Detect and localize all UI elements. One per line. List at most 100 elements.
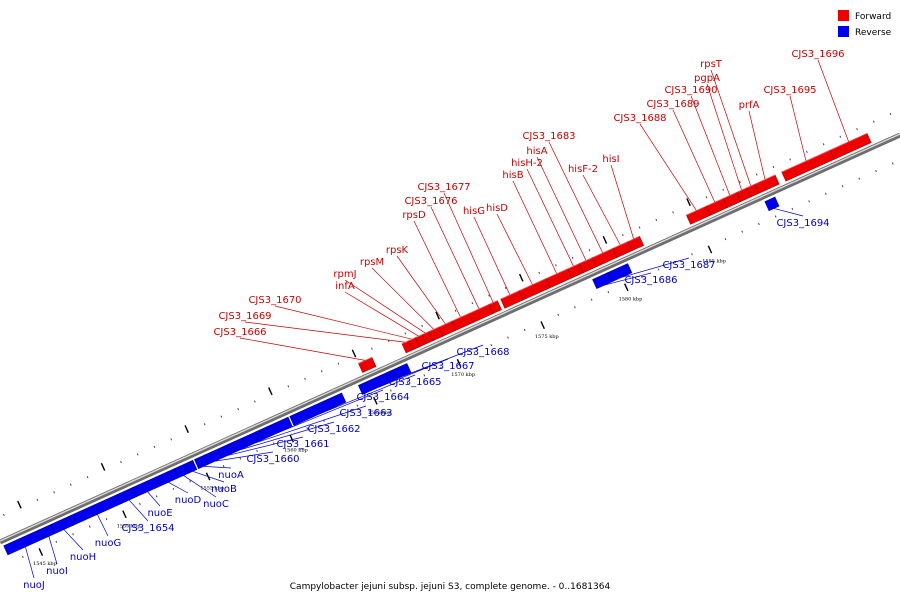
- major-tick-lower: [540, 321, 545, 330]
- minor-tick: [655, 218, 658, 222]
- minor-tick: [872, 120, 875, 123]
- label-nuoj: nuoJ: [23, 580, 45, 591]
- label-cjs3-1696: CJS3_1696: [791, 49, 844, 60]
- gene-cjs3-1665[interactable]: [289, 392, 347, 426]
- label-nuoi: nuoI: [46, 566, 68, 577]
- tick-label: 1565 kbp: [368, 410, 392, 416]
- legend-label-forward: Forward: [855, 12, 891, 22]
- leader-cjs3-1666: [239, 337, 366, 361]
- label-prfa: prfA: [739, 100, 760, 111]
- major-tick-upper: [518, 273, 524, 282]
- label-rpsm: rpsM: [360, 257, 384, 268]
- gene-highlight: [452, 313, 470, 322]
- major-tick-upper: [184, 425, 189, 433]
- tick-label: 1580 kbp: [619, 296, 643, 302]
- leader-hisb: [512, 180, 558, 274]
- label-cjs3-1662: CJS3_1662: [307, 424, 360, 435]
- minor-tick: [421, 324, 423, 327]
- leader-cjs3-1686: [604, 272, 652, 286]
- gene-cjs3-1694[interactable]: [764, 196, 780, 212]
- label-cjs3-1694: CJS3_1694: [776, 218, 829, 229]
- label-hisi: hisI: [602, 154, 619, 165]
- label-cjs3-1660: CJS3_1660: [246, 454, 299, 465]
- gene-highlight: [428, 326, 439, 333]
- gene-cjs3-1687[interactable]: [607, 263, 633, 283]
- label-cjs3-1688: CJS3_1688: [613, 113, 666, 124]
- gene-highlight: [567, 263, 580, 270]
- gene-highlight: [706, 198, 724, 207]
- minor-tick: [621, 233, 624, 237]
- genome-backbone: [0, 132, 900, 545]
- gene-cjs3-1677[interactable]: [488, 300, 502, 314]
- leader-cjs3-1676: [430, 206, 480, 310]
- gene-highlight: [518, 278, 547, 292]
- backbone-shadow: [0, 132, 900, 545]
- label-nuob: nuoB: [211, 484, 237, 495]
- minor-tick: [253, 400, 256, 403]
- major-tick-lower: [289, 434, 295, 443]
- minor-tick: [454, 309, 457, 312]
- gene-cjs3-1666[interactable]: [358, 356, 377, 373]
- leader-cjs3-1660: [215, 451, 274, 462]
- label-hisf-2: hisF-2: [568, 164, 598, 175]
- major-tick-lower: [38, 548, 44, 557]
- label-nuoc: nuoC: [203, 499, 229, 510]
- minor-tick: [523, 328, 526, 332]
- gene-highlight: [686, 205, 707, 216]
- minor-tick: [839, 135, 842, 138]
- leader-cjs3-1664: [277, 389, 384, 434]
- leader-nuoc: [183, 475, 217, 498]
- minor-tick: [471, 302, 474, 305]
- gene-cjs3-1696[interactable]: [829, 133, 872, 160]
- label-cjs3-1664: CJS3_1664: [356, 392, 409, 403]
- leader-infa: [344, 291, 419, 337]
- minor-tick: [889, 112, 892, 116]
- minor-tick: [320, 370, 323, 373]
- minor-tick: [758, 222, 760, 226]
- minor-tick: [638, 226, 641, 229]
- minor-tick: [120, 460, 122, 464]
- minor-tick: [691, 253, 693, 256]
- minor-tick: [222, 465, 225, 468]
- label-cjs3-1665: CJS3_1665: [388, 377, 441, 388]
- legend-swatch-reverse: [838, 26, 849, 37]
- tick-label: 1585 kbp: [702, 259, 726, 265]
- gene-prfa[interactable]: [754, 174, 780, 194]
- minor-tick: [239, 457, 242, 460]
- minor-tick: [69, 483, 72, 486]
- label-cjs3-1687: CJS3_1687: [662, 260, 715, 271]
- leader-rpst: [710, 69, 752, 187]
- minor-tick: [36, 498, 39, 501]
- minor-tick: [21, 555, 24, 559]
- minor-tick: [53, 491, 55, 494]
- major-tick-lower: [122, 510, 127, 519]
- gene-highlight: [781, 149, 831, 173]
- gene-nuob[interactable]: [184, 459, 198, 474]
- gene-highlight: [830, 133, 868, 151]
- minor-tick: [739, 181, 741, 184]
- minor-tick: [538, 271, 541, 275]
- minor-tick: [574, 306, 576, 309]
- major-tick-lower: [373, 396, 378, 405]
- gene-cjs3-1664[interactable]: [259, 416, 293, 440]
- major-tick-upper: [435, 311, 440, 320]
- label-nuoa: nuoA: [218, 470, 244, 481]
- minor-tick: [3, 513, 5, 517]
- minor-tick: [806, 150, 808, 153]
- minor-tick: [473, 351, 476, 354]
- tick-label: 1575 kbp: [535, 334, 559, 340]
- label-leaders: [25, 59, 849, 579]
- gene-body: [289, 392, 347, 426]
- minor-tick: [105, 517, 108, 521]
- minor-tick: [672, 211, 674, 214]
- backbone-highlight: [0, 133, 900, 542]
- minor-tick: [371, 347, 373, 350]
- gene-hisi[interactable]: [627, 235, 645, 252]
- gene-highlight: [408, 337, 416, 342]
- gene-highlight: [468, 304, 490, 314]
- label-pgpa: pgpA: [694, 73, 720, 84]
- gene-cjs3-1668[interactable]: [389, 363, 412, 381]
- major-tick-upper: [602, 235, 608, 244]
- minor-tick: [139, 502, 141, 506]
- label-cjs3-1695: CJS3_1695: [763, 85, 816, 96]
